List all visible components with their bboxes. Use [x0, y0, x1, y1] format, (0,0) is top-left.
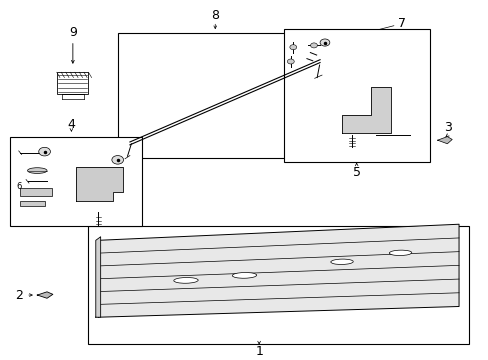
Circle shape: [39, 147, 50, 156]
Bar: [88, 226, 468, 344]
Text: 9: 9: [69, 26, 77, 39]
Circle shape: [112, 156, 123, 164]
Ellipse shape: [232, 273, 256, 278]
Text: 1: 1: [255, 345, 263, 358]
Circle shape: [287, 59, 294, 64]
Polygon shape: [76, 167, 122, 201]
Polygon shape: [437, 136, 451, 144]
Text: 4: 4: [67, 118, 75, 131]
Bar: [118, 33, 327, 158]
Bar: [20, 201, 44, 206]
Circle shape: [320, 39, 329, 46]
Ellipse shape: [173, 278, 198, 283]
Bar: [10, 136, 142, 226]
Bar: [283, 29, 429, 162]
Circle shape: [310, 43, 317, 48]
Text: 3: 3: [444, 121, 451, 134]
Ellipse shape: [27, 168, 47, 174]
Polygon shape: [96, 237, 101, 317]
Text: 6: 6: [17, 182, 22, 191]
Text: 2: 2: [15, 289, 22, 302]
Text: 8: 8: [211, 9, 219, 22]
Polygon shape: [98, 224, 458, 317]
Polygon shape: [341, 86, 390, 133]
Text: 7: 7: [397, 17, 405, 31]
Ellipse shape: [388, 250, 411, 256]
Bar: [20, 189, 52, 195]
Ellipse shape: [330, 259, 352, 265]
Circle shape: [289, 45, 296, 50]
Polygon shape: [37, 292, 53, 298]
Bar: [57, 72, 88, 94]
Text: 5: 5: [352, 166, 360, 179]
